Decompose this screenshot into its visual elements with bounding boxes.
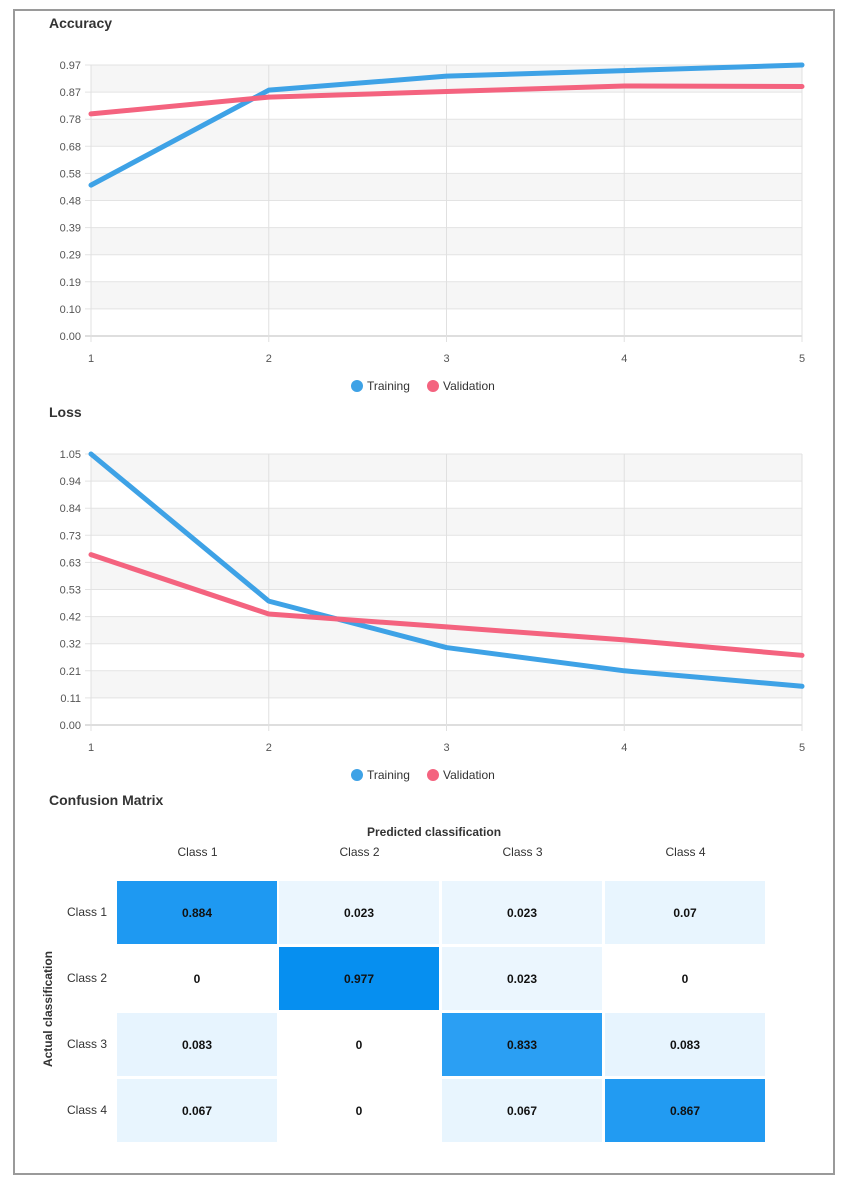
matrix-cell: 0.067 (117, 1079, 277, 1142)
loss-chart: 0.00 0.11 0.21 0.32 0.42 0.53 0.63 0.73 0.84 0.94… (60, 449, 805, 782)
loss-x-tick-label: 4 (621, 742, 627, 754)
accuracy-x-tick-label: 5 (799, 353, 805, 365)
matrix-column-label: Class 2 (339, 845, 380, 859)
confusion-matrix-title: Confusion Matrix (49, 792, 164, 808)
matrix-cell: 0 (279, 1013, 439, 1076)
matrix-cell: 0.023 (442, 947, 602, 1010)
loss-legend-label: Training (367, 768, 410, 782)
matrix-cell: 0 (279, 1079, 439, 1142)
matrix-cell: 0.833 (442, 1013, 602, 1076)
matrix-cell: 0.884 (117, 881, 277, 944)
matrix-cell: 0.083 (117, 1013, 277, 1076)
loss-legend-marker (427, 769, 439, 781)
accuracy-series-validation (88, 83, 805, 117)
matrix-row-label: Class 1 (66, 905, 107, 919)
accuracy-x-tick-label: 1 (88, 353, 94, 365)
loss-y-tick-label: 0.21 (60, 666, 81, 678)
accuracy-x-tick-label: 3 (443, 353, 449, 365)
loss-y-tick-label: 0.84 (60, 503, 81, 515)
matrix-cell: 0 (605, 947, 765, 1010)
loss-y-tick-label: 0.73 (60, 530, 81, 542)
loss-y-tick-label: 0.94 (60, 476, 81, 488)
loss-y-tick-label: 0.42 (60, 612, 81, 624)
loss-y-tick-label: 0.00 (60, 720, 81, 732)
loss-y-tick-label: 0.63 (60, 557, 81, 569)
accuracy-title: Accuracy (49, 15, 113, 31)
accuracy-y-tick-label: 0.97 (60, 60, 81, 72)
accuracy-y-tick-label: 0.78 (60, 114, 81, 126)
accuracy-y-tick-label: 0.39 (60, 223, 81, 235)
loss-x-tick-label: 5 (799, 742, 805, 754)
matrix-column-label: Class 4 (665, 845, 706, 859)
loss-y-tick-label: 0.53 (60, 585, 81, 597)
accuracy-y-tick-label: 0.00 (60, 331, 81, 343)
accuracy-y-tick-label: 0.29 (60, 250, 81, 262)
matrix-cell: 0.977 (279, 947, 439, 1010)
loss-y-tick-label: 0.32 (60, 639, 81, 651)
accuracy-legend-label: Training (367, 379, 410, 393)
accuracy-x-tick-label: 4 (621, 353, 627, 365)
matrix-cell: 0.023 (279, 881, 439, 944)
loss-x-tick-label: 2 (266, 742, 272, 754)
loss-legend-label: Validation (443, 768, 495, 782)
matrix-cell: 0.867 (605, 1079, 765, 1142)
accuracy-y-tick-label: 0.48 (60, 196, 81, 208)
loss-legend-marker (351, 769, 363, 781)
matrix-column-label: Class 3 (502, 845, 543, 859)
accuracy-legend-marker (427, 380, 439, 392)
matrix-row-label: Class 2 (66, 971, 107, 985)
accuracy-y-tick-label: 0.58 (60, 168, 81, 180)
matrix-row-label: Class 4 (66, 1103, 107, 1117)
matrix-cell: 0 (117, 947, 277, 1010)
loss-x-tick-label: 3 (443, 742, 449, 754)
matrix-cell: 0.023 (442, 881, 602, 944)
loss-series-validation (88, 552, 805, 658)
loss-x-tick-label: 1 (88, 742, 94, 754)
matrix-cell: 0.067 (442, 1079, 602, 1142)
matrix-cell: 0.083 (605, 1013, 765, 1076)
accuracy-series-training (88, 62, 805, 188)
matrix-column-label: Class 1 (177, 845, 218, 859)
accuracy-y-tick-label: 0.87 (60, 87, 81, 99)
accuracy-legend-label: Validation (443, 379, 495, 393)
accuracy-y-tick-label: 0.19 (60, 277, 81, 289)
loss-y-tick-label: 1.05 (60, 449, 81, 461)
predicted-axis-title: Predicted classification (367, 825, 502, 839)
accuracy-y-tick-label: 0.10 (60, 304, 81, 316)
accuracy-legend-marker (351, 380, 363, 392)
loss-title: Loss (49, 404, 82, 420)
actual-axis-title: Actual classification (41, 950, 55, 1068)
matrix-cell: 0.07 (605, 881, 765, 944)
accuracy-chart: 0.00 0.10 0.19 0.29 0.39 0.48 0.58 0.68 0.78 0.87… (60, 60, 805, 393)
accuracy-x-tick-label: 2 (266, 353, 272, 365)
loss-series-training (88, 451, 805, 689)
matrix-row-label: Class 3 (66, 1037, 107, 1051)
accuracy-y-tick-label: 0.68 (60, 141, 81, 153)
loss-y-tick-label: 0.11 (60, 693, 81, 705)
